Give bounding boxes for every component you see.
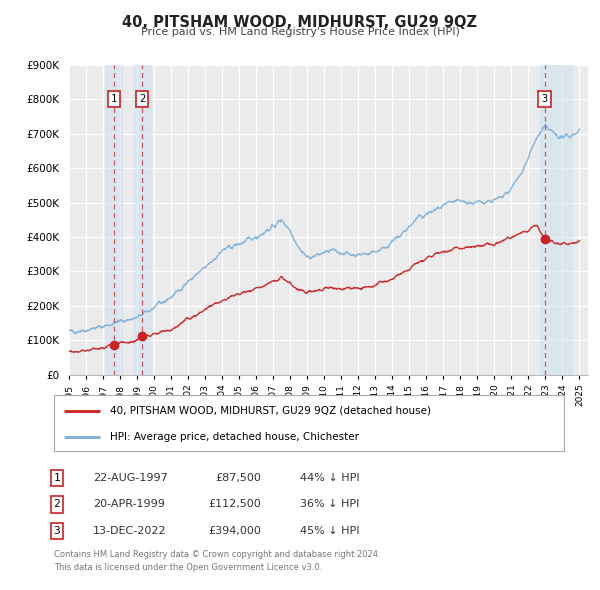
Text: 2: 2 <box>139 94 145 104</box>
Text: 3: 3 <box>53 526 61 536</box>
Text: £112,500: £112,500 <box>208 500 261 509</box>
Text: 2: 2 <box>53 500 61 509</box>
Bar <box>106 65 122 375</box>
Text: 44% ↓ HPI: 44% ↓ HPI <box>300 473 359 483</box>
Text: 1: 1 <box>53 473 61 483</box>
Text: £394,000: £394,000 <box>208 526 261 536</box>
Text: 45% ↓ HPI: 45% ↓ HPI <box>300 526 359 536</box>
Text: £87,500: £87,500 <box>215 473 261 483</box>
Text: 13-DEC-2022: 13-DEC-2022 <box>93 526 167 536</box>
Text: 40, PITSHAM WOOD, MIDHURST, GU29 9QZ: 40, PITSHAM WOOD, MIDHURST, GU29 9QZ <box>122 15 478 30</box>
Text: 1: 1 <box>111 94 117 104</box>
Bar <box>539 65 572 375</box>
Text: 3: 3 <box>542 94 548 104</box>
Text: 20-APR-1999: 20-APR-1999 <box>93 500 165 509</box>
Text: HPI: Average price, detached house, Chichester: HPI: Average price, detached house, Chic… <box>110 432 359 442</box>
Text: 36% ↓ HPI: 36% ↓ HPI <box>300 500 359 509</box>
Text: Price paid vs. HM Land Registry's House Price Index (HPI): Price paid vs. HM Land Registry's House … <box>140 27 460 37</box>
Text: Contains HM Land Registry data © Crown copyright and database right 2024.: Contains HM Land Registry data © Crown c… <box>54 550 380 559</box>
Text: This data is licensed under the Open Government Licence v3.0.: This data is licensed under the Open Gov… <box>54 563 322 572</box>
Text: 22-AUG-1997: 22-AUG-1997 <box>93 473 168 483</box>
Text: 40, PITSHAM WOOD, MIDHURST, GU29 9QZ (detached house): 40, PITSHAM WOOD, MIDHURST, GU29 9QZ (de… <box>110 406 431 416</box>
Bar <box>134 65 151 375</box>
